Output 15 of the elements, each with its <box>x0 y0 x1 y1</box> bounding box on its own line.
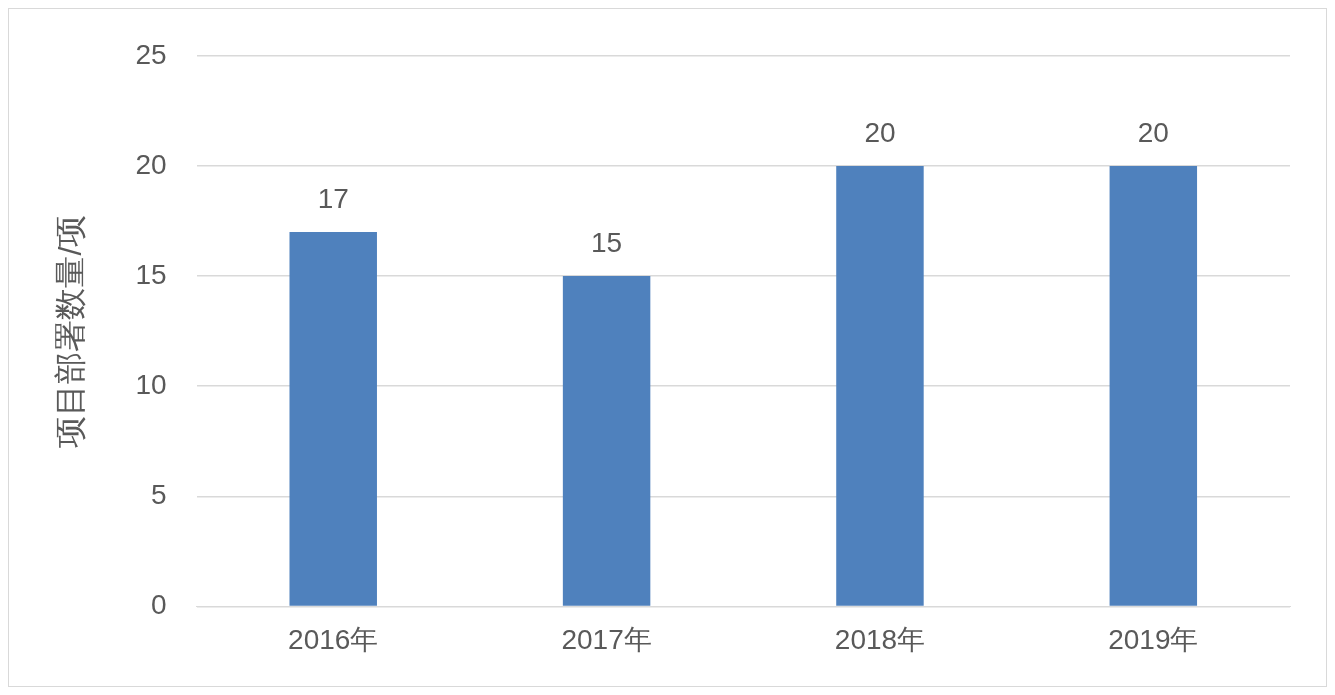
x-tick-label: 2017年 <box>561 623 652 655</box>
x-tick-label: 2018年 <box>834 623 926 655</box>
y-tick-label: 15 <box>135 258 167 290</box>
data-label: 15 <box>591 226 623 258</box>
x-tick-label: 2016年 <box>288 623 379 655</box>
y-axis-title: 项目部署数量/项 <box>52 214 89 448</box>
y-tick-label: 10 <box>135 368 167 400</box>
data-label: 17 <box>317 182 349 214</box>
y-tick-label: 25 <box>135 38 167 70</box>
y-tick-label: 0 <box>150 589 167 621</box>
x-tick-label: 2019年 <box>1108 623 1199 655</box>
data-label: 20 <box>1137 116 1169 148</box>
y-tick-label: 5 <box>150 479 167 510</box>
data-label: 20 <box>864 116 896 148</box>
y-tick-label: 20 <box>135 148 167 180</box>
